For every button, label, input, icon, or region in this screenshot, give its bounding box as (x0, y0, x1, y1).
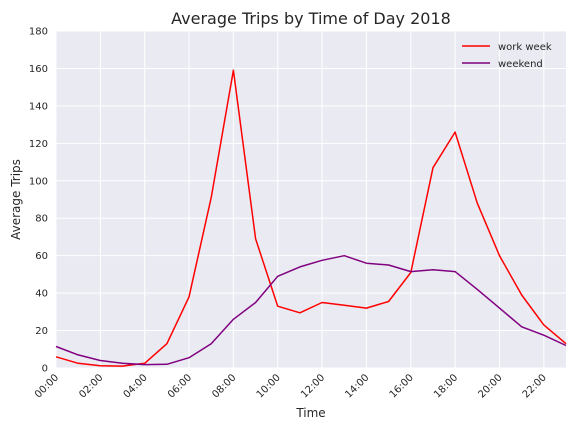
plot-background (56, 31, 566, 368)
grid-lines (55, 30, 566, 369)
x-tick-label: 08:00 (210, 372, 238, 400)
y-tick-label: 0 (42, 364, 48, 375)
y-tick-label: 160 (29, 64, 48, 75)
x-tick-label: 00:00 (33, 372, 61, 400)
y-tick-label: 40 (35, 289, 48, 300)
y-tick-label: 140 (29, 101, 48, 112)
x-tick-labels: 00:00 02:00 04:00 06:00 08:00 10:00 12:00 14:00… (33, 372, 549, 400)
legend-label-weekend: weekend (498, 59, 543, 70)
legend: work week weekend (462, 42, 552, 70)
x-tick-label: 12:00 (299, 372, 327, 400)
x-tick-label: 20:00 (476, 372, 504, 400)
legend-label-work-week: work week (498, 42, 552, 53)
y-tick-label: 120 (29, 139, 48, 150)
x-tick-label: 10:00 (255, 372, 283, 400)
y-tick-label: 60 (35, 251, 48, 262)
x-tick-label: 02:00 (77, 372, 105, 400)
y-tick-labels: 0 20 40 60 80 100 120 140 160 180 (29, 27, 48, 375)
chart-title: Average Trips by Time of Day 2018 (171, 9, 451, 28)
y-axis-label: Average Trips (9, 159, 23, 240)
y-tick-label: 180 (29, 27, 48, 38)
x-tick-label: 16:00 (388, 372, 416, 400)
series-layer (55, 69, 567, 367)
series-line-weekend (55, 254, 567, 366)
y-tick-label: 20 (35, 326, 48, 337)
x-axis-label: Time (295, 406, 325, 420)
x-tick-label: 22:00 (521, 372, 549, 400)
y-tick-label: 100 (29, 176, 48, 187)
x-tick-label: 14:00 (343, 372, 371, 400)
x-tick-label: 18:00 (432, 372, 460, 400)
x-tick-label: 06:00 (166, 372, 194, 400)
y-tick-label: 80 (35, 214, 48, 225)
x-tick-label: 04:00 (122, 372, 150, 400)
